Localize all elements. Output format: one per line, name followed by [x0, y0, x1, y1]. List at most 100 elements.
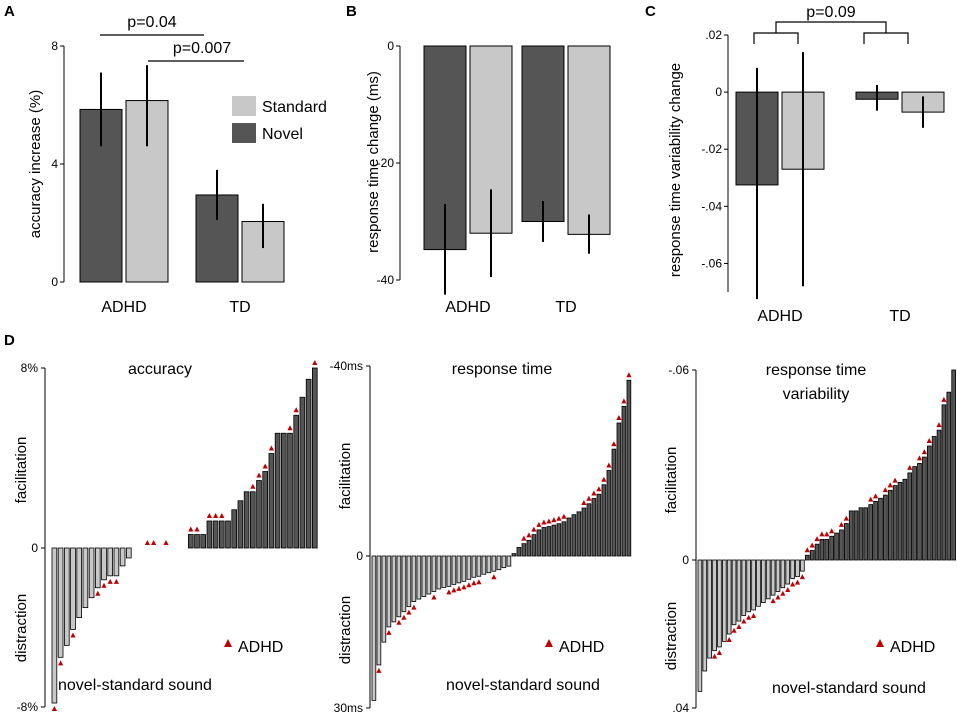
- y-tick-label-B: -40: [377, 273, 395, 287]
- individual-bar-D1: [256, 480, 262, 549]
- individual-bar-D2: [386, 555, 392, 628]
- individual-bar-D1: [262, 471, 268, 549]
- y-tick-label-bottom-D2: 30ms: [334, 701, 363, 715]
- adhd-marker-D3: [809, 542, 815, 548]
- panel-label-C: C: [645, 3, 656, 20]
- individual-bar-D3: [731, 559, 737, 626]
- adhd-marker-D3: [921, 449, 927, 455]
- adhd-marker-D2: [546, 518, 552, 524]
- individual-bar-D3: [819, 539, 825, 561]
- adhd-marker-D1: [51, 706, 57, 712]
- individual-bar-D1: [57, 547, 64, 658]
- adhd-marker-D2: [396, 619, 402, 625]
- adhd-marker-D2: [466, 582, 472, 588]
- individual-bar-D3: [892, 485, 898, 561]
- adhd-marker-D3: [843, 515, 849, 521]
- individual-bar-D3: [907, 472, 913, 561]
- individual-bar-D1: [299, 396, 306, 549]
- individual-bar-D2: [441, 555, 447, 588]
- individual-bar-D1: [82, 547, 89, 609]
- adhd-marker-D3: [750, 612, 757, 618]
- adhd-marker-D1: [58, 660, 64, 666]
- legend-swatch-novel: [232, 123, 256, 143]
- individual-bar-D2: [421, 555, 427, 597]
- adhd-marker-D2: [521, 535, 527, 541]
- y-label-distraction-D2: distraction: [337, 596, 354, 664]
- adhd-marker-D2: [536, 521, 542, 527]
- group-label-A-ADHD: ADHD: [101, 299, 146, 316]
- individual-bar-D3: [780, 559, 786, 589]
- individual-bar-D2: [436, 555, 442, 590]
- individual-bar-D1: [293, 414, 299, 549]
- individual-bar-D2: [566, 517, 572, 557]
- individual-bar-D2: [491, 555, 497, 572]
- sig-annotation-A1: p=0.04: [127, 14, 176, 31]
- y-tick-label-A: 8: [51, 39, 58, 53]
- individual-bar-D1: [107, 547, 114, 577]
- y-tick-label-zero-D1: 0: [31, 541, 38, 555]
- individual-bar-D1: [113, 547, 120, 577]
- adhd-marker-D2: [586, 495, 592, 501]
- x-axis-label-D1: novel-standard sound: [58, 677, 212, 694]
- adhd-marker-D2: [456, 585, 462, 591]
- panel-title-D3-line2: variability: [783, 386, 850, 403]
- individual-bar-D2: [486, 555, 492, 574]
- panel-label-A: A: [4, 3, 15, 20]
- individual-bar-D2: [571, 514, 577, 557]
- individual-bar-D2: [596, 493, 602, 557]
- y-tick-label-A: 0: [51, 275, 58, 289]
- adhd-marker-D2: [556, 515, 562, 521]
- individual-bar-D2: [381, 555, 387, 643]
- adhd-marker-D3: [716, 649, 723, 655]
- individual-bar-D2: [516, 547, 522, 557]
- legend-adhd-label-D3: ADHD: [890, 639, 935, 656]
- individual-bar-D3: [775, 559, 781, 592]
- adhd-marker-D1: [113, 578, 119, 584]
- individual-bar-D3: [736, 559, 742, 622]
- y-axis-label-B: response time change (ms): [365, 71, 382, 253]
- adhd-marker-D1: [70, 632, 76, 638]
- individual-bar-D2: [576, 511, 582, 557]
- individual-bar-D2: [581, 507, 587, 557]
- y-tick-label-C: 0: [715, 85, 722, 99]
- adhd-marker-D2: [551, 517, 557, 523]
- group-label-B-TD: TD: [555, 299, 576, 316]
- adhd-marker-D3: [926, 438, 932, 443]
- adhd-marker-D2: [376, 667, 382, 673]
- individual-bar-D3: [717, 559, 722, 648]
- y-tick-label-bottom-D3: .04: [672, 701, 689, 715]
- individual-bar-D3: [946, 391, 952, 561]
- individual-bar-D3: [853, 510, 859, 561]
- group-label-A-TD: TD: [229, 299, 250, 316]
- individual-bar-D3: [770, 559, 776, 596]
- y-tick-label-B: 0: [387, 39, 394, 53]
- adhd-marker-D2: [541, 519, 547, 525]
- individual-bar-D2: [376, 555, 382, 666]
- adhd-marker-D3: [829, 528, 835, 534]
- y-axis-label-A: accuracy increase (%): [27, 90, 44, 238]
- adhd-marker-D3: [872, 493, 879, 499]
- adhd-marker-D2: [606, 462, 612, 468]
- individual-bar-D2: [521, 543, 527, 557]
- individual-bar-D2: [406, 555, 412, 608]
- panel-label-B: B: [346, 3, 357, 20]
- individual-bar-D3: [926, 445, 932, 561]
- group-label-C-ADHD: ADHD: [757, 308, 802, 325]
- sig-bracket-top: [775, 21, 887, 33]
- adhd-marker-D1: [250, 483, 256, 489]
- individual-bar-D3: [839, 529, 844, 561]
- individual-bar-D2: [561, 521, 567, 557]
- y-tick-label-bottom-D1: -8%: [17, 700, 39, 714]
- adhd-marker-D2: [431, 594, 437, 600]
- individual-bar-D1: [194, 534, 200, 549]
- individual-bar-D2: [396, 555, 402, 618]
- sig-annotation-C: p=0.09: [806, 4, 855, 21]
- individual-bar-D2: [511, 553, 517, 557]
- adhd-marker-D2: [601, 476, 607, 482]
- individual-bar-D2: [416, 555, 422, 600]
- adhd-marker-D3: [790, 581, 796, 587]
- individual-bar-D3: [722, 559, 727, 642]
- individual-bar-D3: [809, 550, 815, 561]
- adhd-marker-D3: [746, 614, 752, 620]
- adhd-marker-D1: [256, 472, 262, 478]
